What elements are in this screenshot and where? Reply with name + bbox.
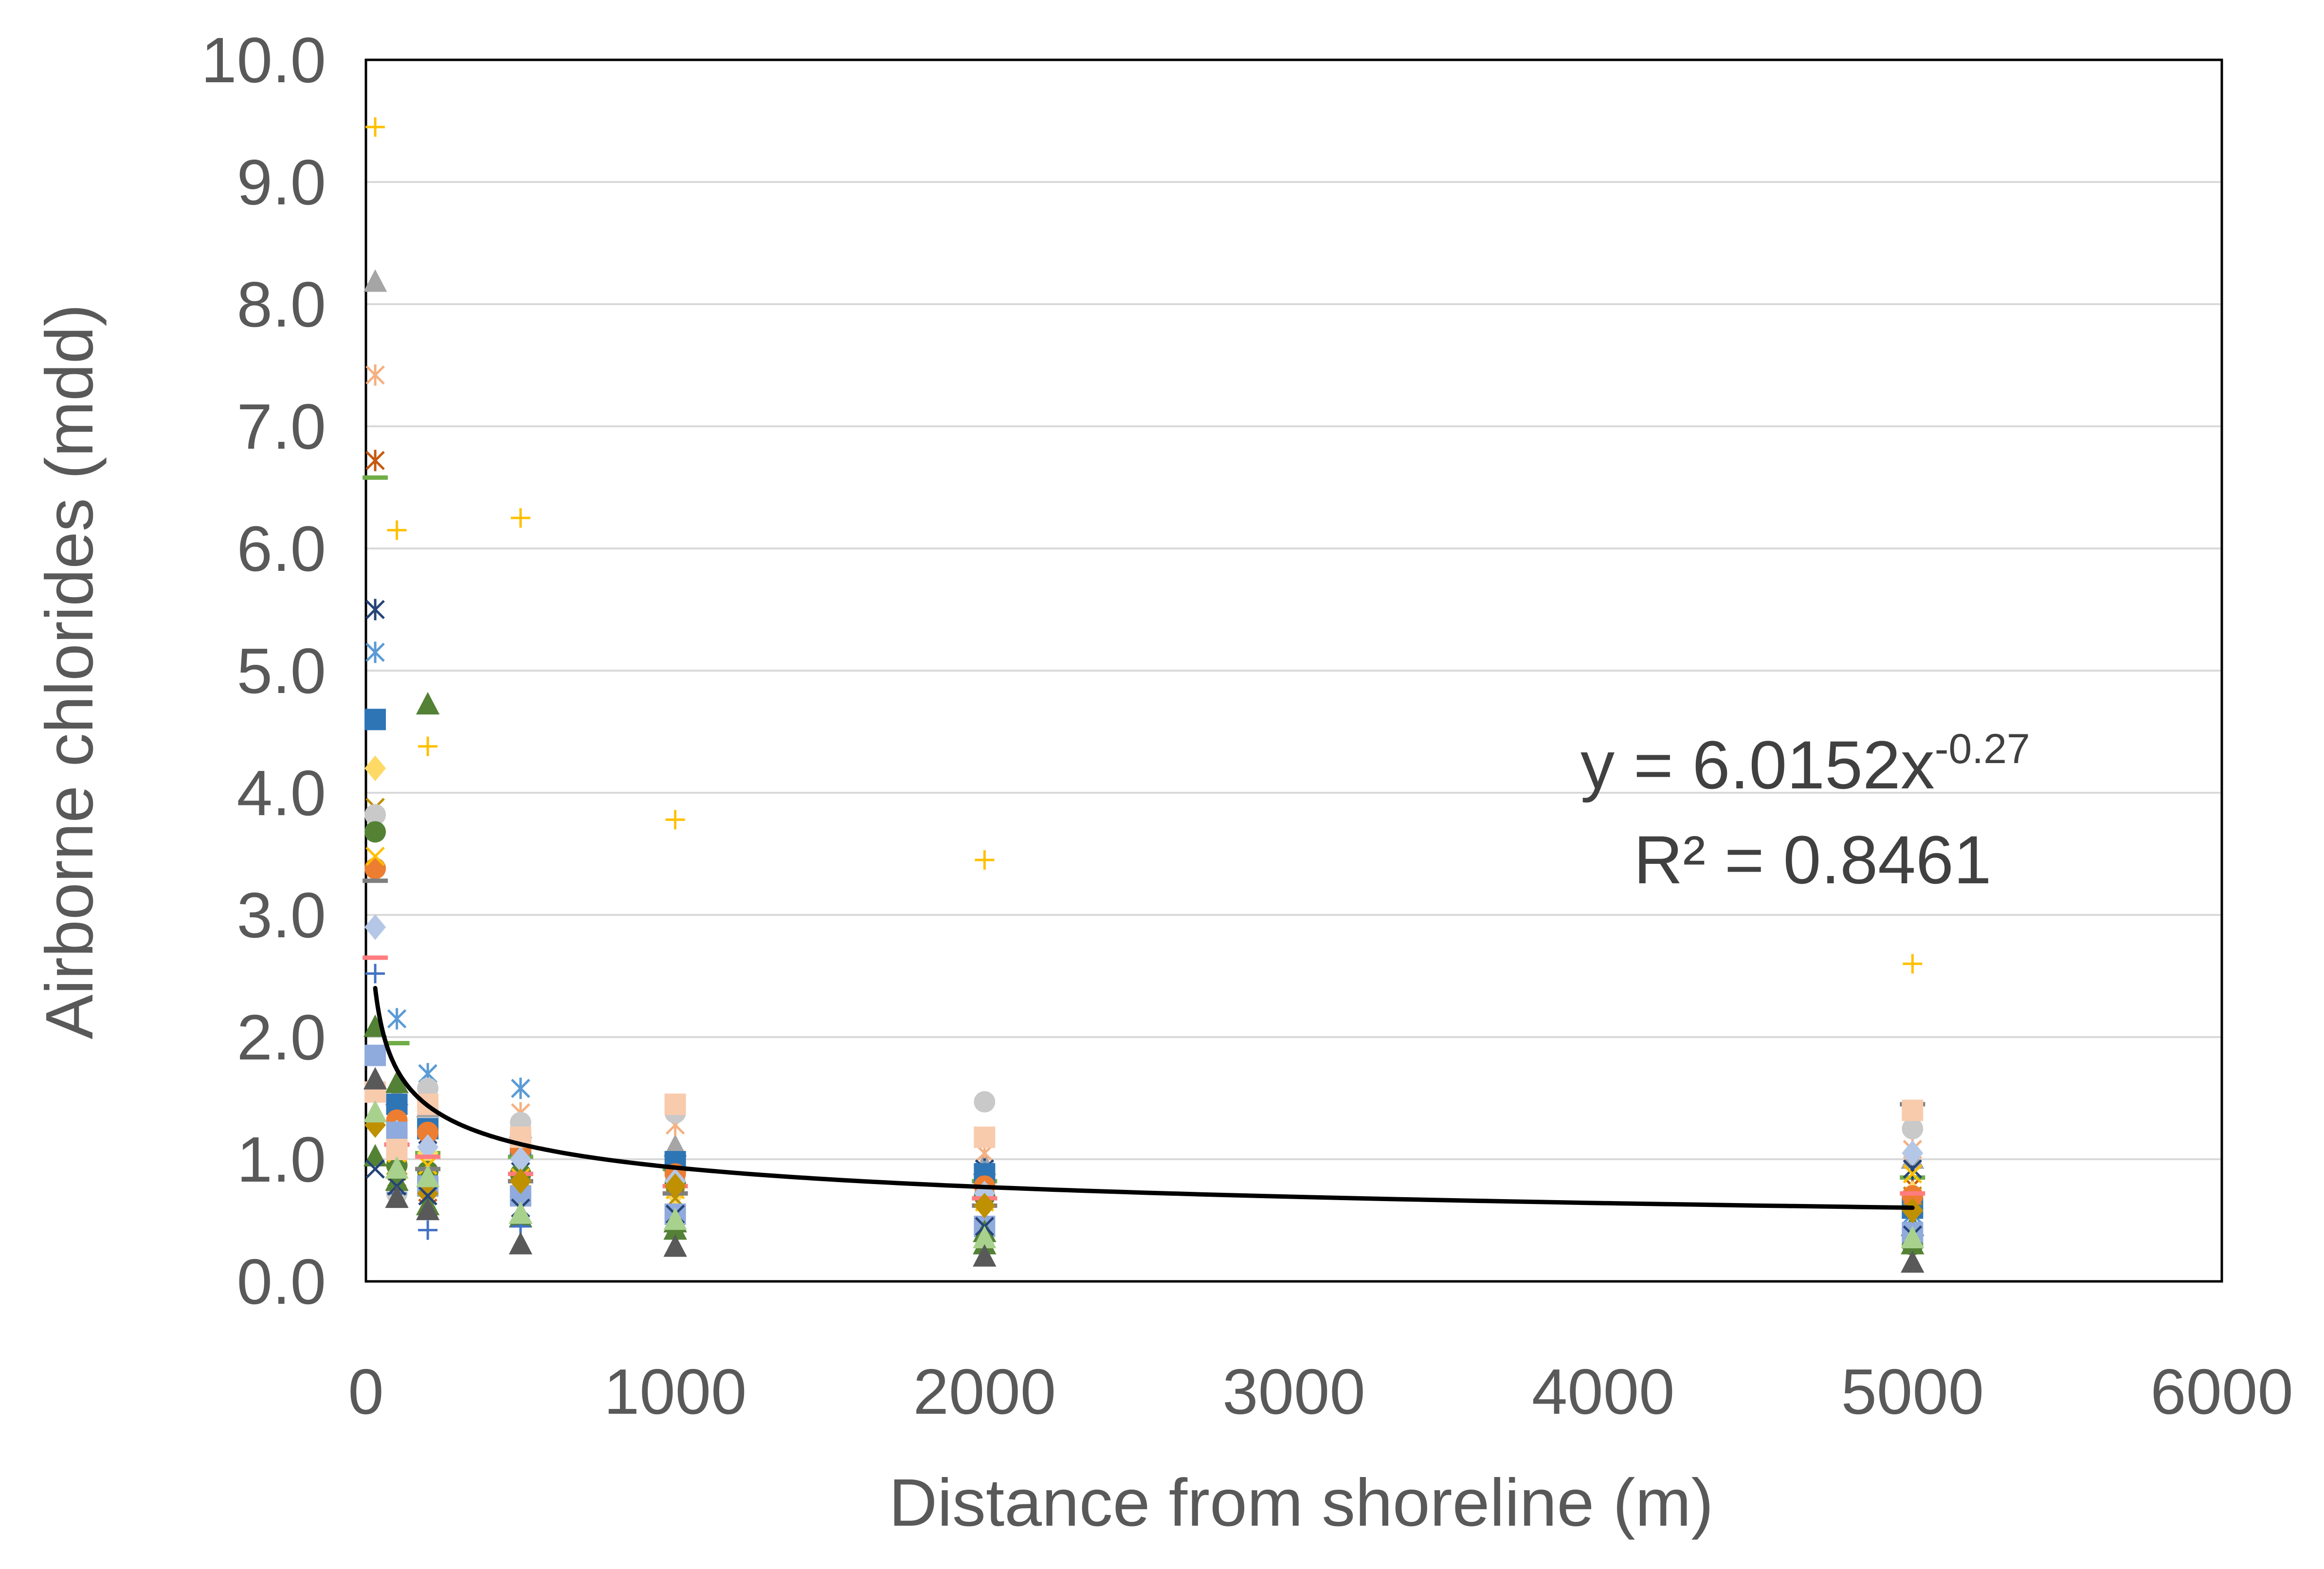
y-tick-label-9.0: 9.0 [237, 146, 327, 218]
data-point-s24-p1 [365, 1159, 385, 1179]
x-tick-label-3000: 3000 [1222, 1356, 1365, 1427]
trendline-equation: y = 6.0152x-0.27 [1580, 726, 2030, 803]
data-point-s15-p1 [365, 846, 385, 866]
data-point-s9-p2 [385, 1070, 409, 1094]
data-point-s25-p1 [363, 1100, 387, 1123]
data-point-s26-p1 [363, 1067, 387, 1090]
trendline-equation-exponent: -0.27 [1935, 726, 2030, 772]
data-points [363, 117, 1925, 1273]
data-point-s1-p7 [1903, 954, 1923, 974]
data-point-s23-p2 [385, 1168, 409, 1191]
data-point-s21-p6 [974, 1126, 996, 1148]
data-point-s21-p7 [1902, 1099, 1924, 1121]
data-point-s17-p4 [509, 1146, 531, 1172]
data-point-s25-p4 [508, 1201, 533, 1224]
data-point-s22-p7 [1902, 1198, 1924, 1223]
data-point-s7-p4 [511, 1077, 530, 1099]
data-point-s20-p1 [364, 1044, 386, 1066]
data-point-s1-p2 [387, 520, 407, 540]
data-point-s10-p1 [364, 755, 386, 782]
trendline-r-squared: R² = 0.8461 [1634, 821, 1991, 898]
data-point-s1-p6 [975, 850, 995, 870]
data-point-s2-p1 [363, 269, 387, 292]
y-tick-label-1.0: 1.0 [237, 1124, 327, 1195]
data-point-s25-p7 [1901, 1225, 1925, 1248]
x-tick-label-1000: 1000 [604, 1356, 747, 1427]
data-point-s19-p1 [365, 964, 385, 984]
data-point-s23-p1 [363, 1144, 387, 1167]
data-point-s25-p6 [973, 1225, 997, 1248]
y-tick-label-4.0: 4.0 [237, 757, 327, 829]
data-point-s1-p1 [365, 117, 385, 137]
x-tick-label-6000: 6000 [2150, 1356, 2293, 1427]
x-tick-label-5000: 5000 [1841, 1356, 1984, 1427]
data-point-s25-p5 [663, 1207, 687, 1230]
data-point-s21-p5 [664, 1094, 686, 1115]
data-point-s17-p3 [417, 1134, 439, 1160]
data-point-s9-p3 [416, 692, 440, 715]
y-tick-label-7.0: 7.0 [237, 391, 327, 462]
data-point-s26-p6 [973, 1244, 997, 1267]
plot-area-border [364, 58, 2223, 1283]
data-point-s15-p7 [1903, 1164, 1923, 1184]
x-tick-label-2000: 2000 [913, 1356, 1056, 1427]
data-point-s26-p4 [508, 1232, 533, 1255]
data-point-s7-p2 [387, 1008, 407, 1030]
data-point-s14-p3 [417, 1121, 439, 1143]
data-point-s3-p1 [365, 364, 385, 386]
y-axis-title: Airborne chlorides (mdd) [32, 304, 107, 1040]
data-point-s13-p1 [364, 821, 386, 843]
data-point-s14-p7 [1902, 1185, 1924, 1207]
y-tick-label-3.0: 3.0 [237, 879, 327, 951]
gridlines [366, 181, 2222, 1160]
y-tick-label-8.0: 8.0 [237, 269, 327, 340]
data-point-s26-p3 [416, 1198, 440, 1221]
data-point-s17-p7 [1902, 1140, 1924, 1166]
data-point-s8-p1 [364, 709, 386, 730]
data-point-s17-p1 [364, 914, 386, 940]
data-point-s22-p5 [664, 1173, 686, 1199]
y-axis-ticks: 0.0 1.0 2.0 3.0 4.0 5.0 6.0 7.0 8.0 9.0 10.0 [201, 24, 326, 1317]
data-point-s6-p1 [365, 599, 385, 620]
data-point-s12-p1 [364, 804, 386, 826]
data-point-s26-p5 [663, 1234, 687, 1257]
data-point-s25-p3 [416, 1165, 440, 1187]
data-point-s1-p3 [418, 736, 438, 756]
data-point-s26-p2 [385, 1185, 409, 1208]
data-point-s25-p2 [385, 1156, 409, 1179]
data-point-s4-p1 [365, 450, 385, 472]
x-tick-label-4000: 4000 [1532, 1356, 1675, 1427]
data-point-s19-p3 [418, 1220, 438, 1240]
x-axis-title: Distance from shoreline (m) [889, 1465, 1714, 1540]
data-point-s14-p1 [364, 857, 386, 879]
data-point-s12-p6 [974, 1091, 996, 1113]
data-point-s24-p3 [418, 1186, 437, 1206]
data-point-s22-p4 [509, 1168, 531, 1194]
y-tick-label-0.0: 0.0 [237, 1246, 327, 1317]
data-point-s22-p6 [974, 1192, 996, 1219]
trendline-equation-base: y = 6.0152x [1580, 727, 1935, 803]
data-point-s26-p7 [1901, 1250, 1925, 1273]
x-tick-label-0: 0 [348, 1356, 383, 1427]
data-point-s1-p5 [665, 810, 685, 830]
trendline [373, 985, 1915, 1210]
y-tick-label-5.0: 5.0 [237, 635, 327, 707]
y-tick-label-10.0: 10.0 [201, 24, 326, 96]
power-trendline-path [373, 985, 1915, 1210]
x-axis-ticks: 0 1000 2000 3000 4000 5000 6000 [348, 1356, 2293, 1427]
y-tick-label-6.0: 6.0 [237, 513, 327, 584]
data-point-s12-p7 [1902, 1118, 1924, 1140]
data-point-s1-p4 [510, 508, 530, 528]
y-tick-label-2.0: 2.0 [237, 1002, 327, 1073]
data-point-s7-p1 [365, 641, 385, 663]
